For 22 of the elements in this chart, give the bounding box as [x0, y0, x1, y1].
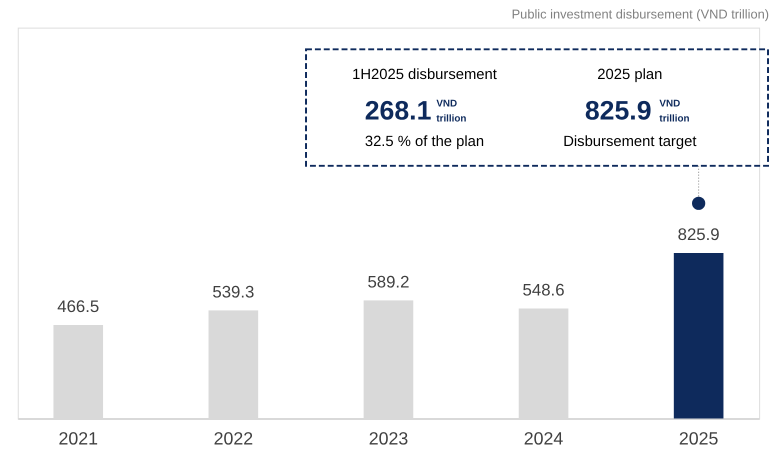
data-label: 589.2 — [367, 272, 410, 292]
data-label: 548.6 — [522, 280, 565, 300]
annotation: 2025 plan — [597, 66, 662, 83]
x-tick-label: 2022 — [214, 428, 254, 449]
annotation: 32.5 % of the plan — [364, 134, 484, 150]
annotation: trillion — [659, 113, 690, 124]
bar — [674, 252, 724, 419]
x-tick-label: 2021 — [58, 428, 98, 449]
annotation: trillion — [436, 113, 466, 124]
annotation: VND — [659, 98, 680, 110]
annotation: VND — [436, 98, 458, 110]
annotation: Disbursement target — [563, 134, 696, 150]
x-tick-label: 2024 — [524, 428, 564, 449]
annotation: 268.1 — [364, 95, 432, 126]
data-label: 539.3 — [212, 282, 254, 302]
annotation: 1H2025 disbursement — [352, 66, 497, 83]
annotation: 825.9 — [584, 95, 652, 126]
x-tick-label: 2023 — [368, 428, 408, 449]
data-label: 466.5 — [57, 297, 100, 316]
data-label: 825.9 — [678, 225, 720, 244]
x-tick-label: 2025 — [678, 428, 719, 449]
chart-title: Public investment disbursement (VND trillion) — [512, 6, 769, 22]
